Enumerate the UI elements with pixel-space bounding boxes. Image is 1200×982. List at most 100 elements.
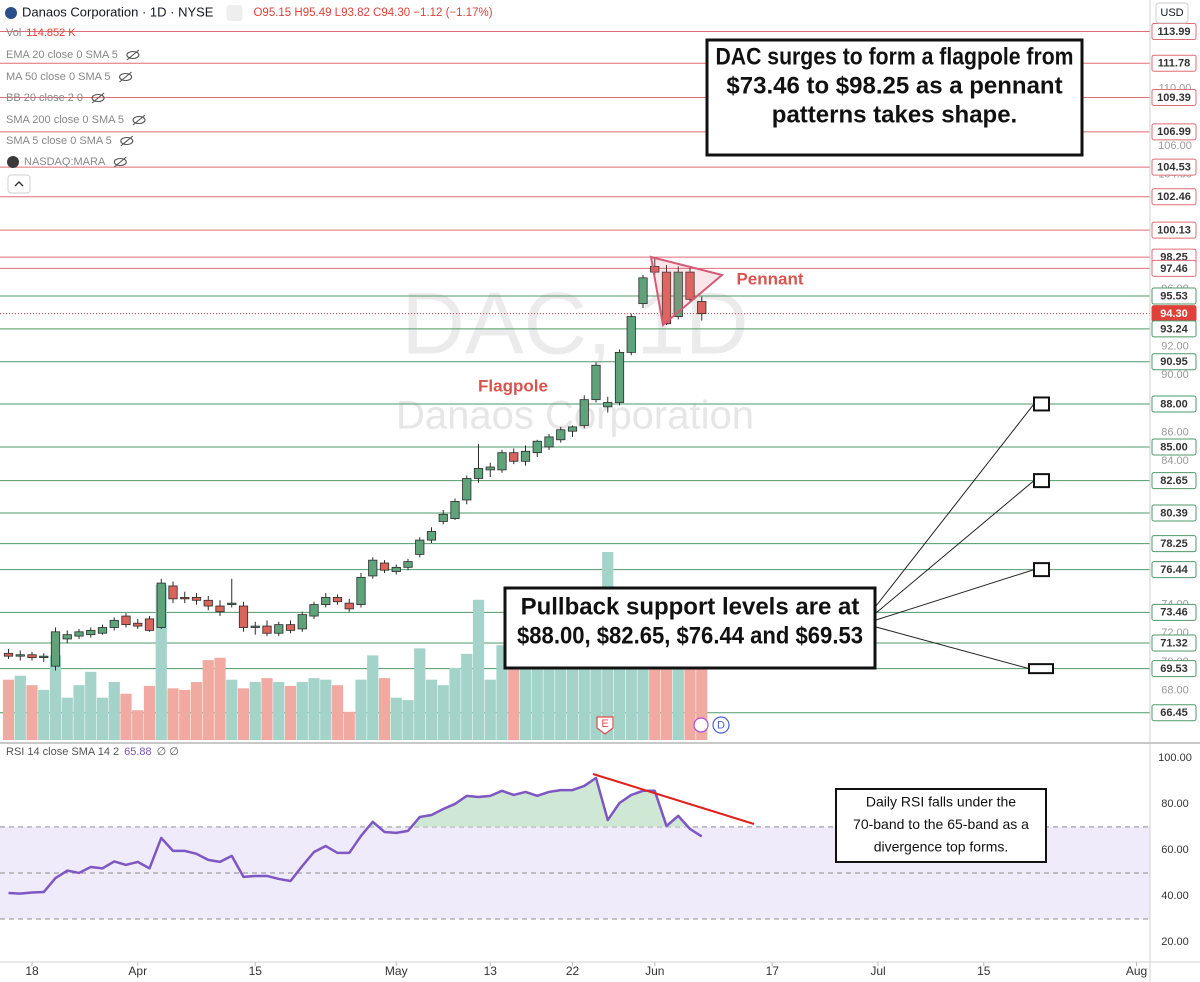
collapse-button[interactable] — [7, 174, 31, 194]
currency-box[interactable] — [1155, 2, 1189, 24]
candle-body — [321, 597, 331, 605]
candle-body — [697, 301, 707, 315]
hidden-eye[interactable] — [132, 115, 146, 125]
candle-body — [180, 597, 190, 600]
earnings-marker[interactable] — [596, 716, 614, 735]
rsi-note-text: Daily RSI falls under the — [866, 794, 1016, 810]
level-label: 111.78 — [1158, 58, 1190, 70]
rsi-value: 65.88 — [124, 746, 152, 758]
hidden-eye-slash — [91, 92, 105, 104]
volume-bar — [672, 637, 684, 740]
candle-body — [274, 624, 284, 634]
candle-body — [473, 468, 484, 479]
level-label-box — [1151, 438, 1197, 456]
candle-body — [567, 426, 578, 432]
hidden-eye[interactable] — [91, 93, 105, 103]
volume-bar — [496, 645, 508, 740]
volume-bar — [660, 624, 673, 740]
pullback-marker — [1033, 562, 1050, 578]
currency: USD — [1160, 7, 1183, 19]
level-label-box — [1151, 54, 1197, 72]
level-label: 82.65 — [1160, 475, 1188, 487]
rsi-tick-label: 40.00 — [1161, 890, 1189, 902]
y-tick-label: 106.00 — [1158, 140, 1192, 152]
hidden-eye[interactable] — [119, 72, 133, 82]
candle-body — [74, 631, 84, 637]
candle-body — [532, 440, 542, 454]
volume-bar — [378, 678, 391, 740]
level-label: 66.45 — [1160, 707, 1188, 719]
y-tick-label: 84.00 — [1161, 455, 1189, 467]
headline-text: $73.46 to $98.25 as a pennant — [726, 72, 1062, 99]
rsi-overbought-fill — [368, 777, 689, 827]
indicator-name: BB 20 close 2 0 — [6, 92, 83, 104]
level-label: 94.30 — [1160, 308, 1188, 320]
candle-body — [368, 559, 378, 577]
pennant-label: Pennant — [736, 269, 803, 288]
volume-bar — [190, 682, 203, 740]
volume-bar — [120, 693, 132, 740]
candle-body — [603, 402, 613, 408]
rsi-layer: RSI 14 close SMA 14 2 65.88 ∅ ∅ — [0, 746, 1150, 920]
candle-body — [109, 619, 119, 628]
level-label: 93.24 — [1160, 323, 1188, 335]
indicator-name: Vol — [6, 27, 21, 39]
candle-body — [638, 277, 648, 305]
ohlc: O95.15 H95.49 L93.82 C94.30 −1.12 (−1.17… — [253, 7, 492, 19]
headline-box — [705, 38, 1084, 157]
hidden-eye[interactable] — [120, 136, 134, 146]
candle-body — [227, 602, 237, 605]
dividend-marker[interactable] — [712, 716, 730, 734]
volume-bar — [637, 639, 649, 740]
pullback-marker — [1028, 663, 1054, 675]
volume-bar — [508, 661, 520, 740]
level-label-box — [1151, 287, 1197, 305]
level-label-box — [1151, 259, 1197, 277]
rsi-name: RSI 14 close SMA 14 2 — [6, 746, 119, 758]
candle-body — [215, 605, 225, 613]
level-label-box — [1151, 504, 1197, 522]
flagpole-label: Flagpole — [478, 376, 548, 395]
level-label-box — [1151, 660, 1197, 678]
volume-bar — [461, 653, 473, 740]
eye-button[interactable] — [226, 5, 243, 21]
level-label-box — [1151, 221, 1197, 239]
level-label: 90.95 — [1160, 356, 1188, 368]
volume-bar — [73, 685, 85, 740]
symbol-logo — [5, 7, 17, 19]
hidden-eye[interactable] — [113, 157, 127, 167]
volume-bar — [331, 685, 344, 740]
volume-bar — [367, 655, 379, 740]
level-label-box — [1151, 395, 1197, 413]
hidden-eye[interactable] — [126, 50, 140, 60]
hidden-eye-slash — [120, 135, 134, 147]
volume-bar — [132, 710, 144, 740]
pullback-connector — [875, 569, 1035, 621]
candle-body — [121, 615, 131, 626]
candle-body — [144, 618, 155, 631]
rsi-suffix: ∅ ∅ — [157, 746, 179, 758]
volume-bar — [437, 685, 449, 740]
x-tick-label: 15 — [249, 964, 263, 978]
x-tick-label: 15 — [977, 964, 991, 978]
candle-body — [626, 316, 636, 353]
candle-body — [309, 604, 319, 617]
candle-body — [438, 513, 448, 522]
candle-body — [426, 531, 437, 541]
candle-body — [168, 585, 178, 600]
level-label-box — [1151, 23, 1197, 41]
pullback-connector — [875, 403, 1035, 607]
volume-bar — [320, 679, 332, 740]
candle-body — [450, 501, 460, 520]
rsi-tick-label: 80.00 — [1161, 798, 1189, 810]
candle-body — [50, 631, 61, 667]
level-label: 76.44 — [1160, 564, 1188, 576]
news-icon[interactable] — [693, 717, 709, 733]
level-label: 73.46 — [1160, 607, 1188, 619]
volume-bar — [284, 685, 297, 740]
rsi-note-text: divergence top forms. — [874, 839, 1009, 855]
candle-body — [650, 265, 660, 273]
hidden-eye-slash — [113, 156, 127, 168]
x-tick-label: Apr — [128, 964, 147, 978]
